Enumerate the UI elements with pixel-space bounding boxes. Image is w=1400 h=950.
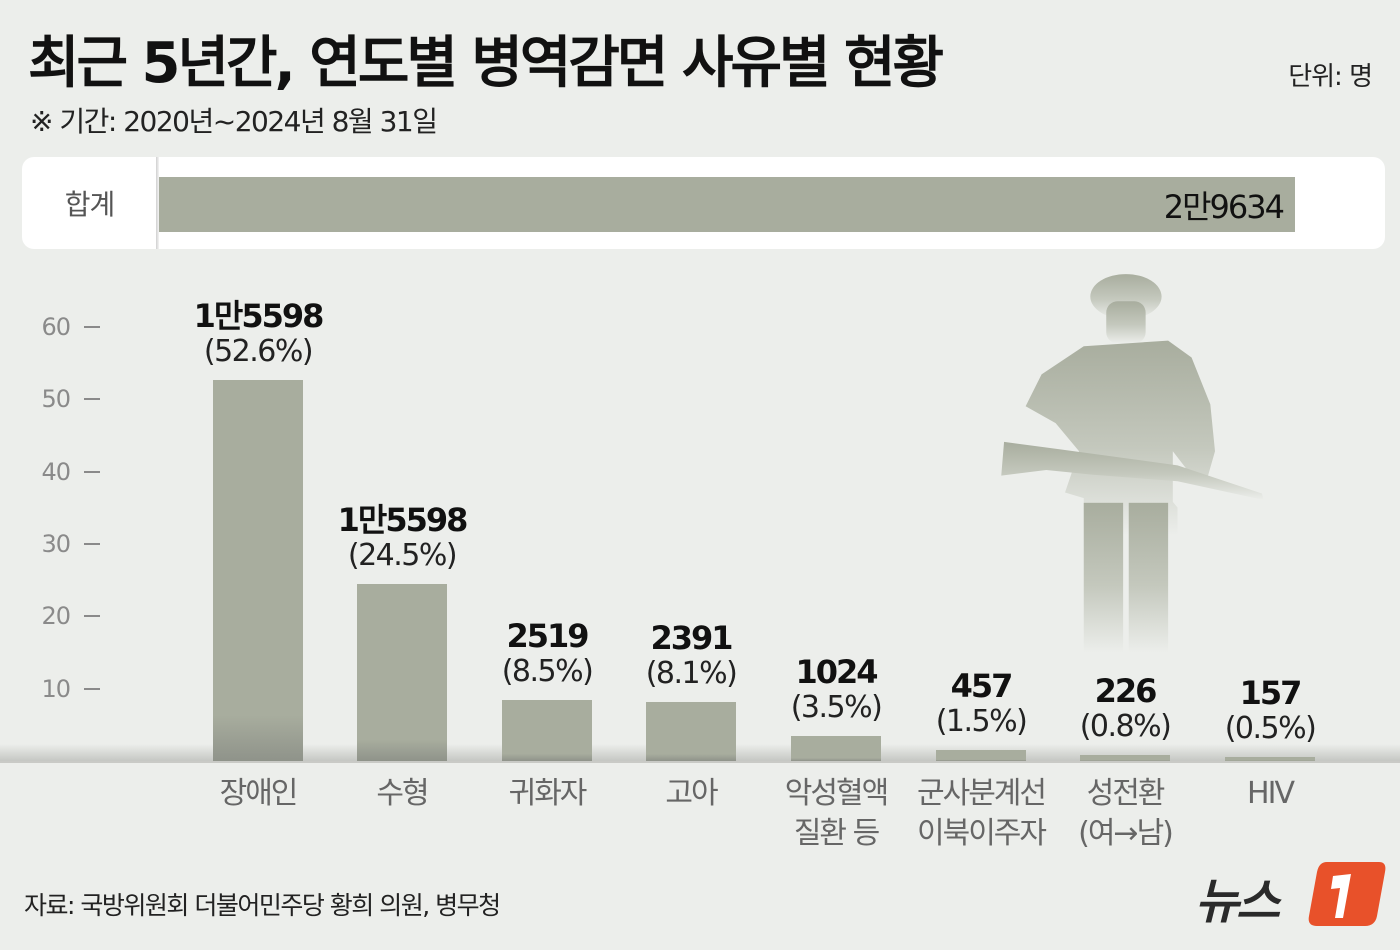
bar-percent: (24.5%) xyxy=(347,537,458,573)
category-line-1: 장애인 xyxy=(219,776,299,811)
y-tick: 20 xyxy=(30,601,100,631)
logo-text: 뉴스 xyxy=(1195,874,1280,930)
bar-data-label: 1만5598 (52.6%) xyxy=(168,298,348,370)
category-line-1: HIV xyxy=(1247,776,1295,811)
y-tick-mark xyxy=(84,615,100,618)
category-line-1: 수형 xyxy=(376,776,429,811)
soldier-silhouette-icon xyxy=(1001,274,1264,653)
bar xyxy=(213,380,303,761)
bar-value: 226 xyxy=(1094,672,1158,711)
bar-percent: (0.5%) xyxy=(1224,711,1317,746)
bar-percent: (3.5%) xyxy=(790,689,883,725)
total-divider xyxy=(156,157,159,249)
total-bar: 2만9634 xyxy=(159,177,1295,232)
category-label: 귀화자 xyxy=(457,774,637,814)
bar-value: 1만5598 xyxy=(193,297,325,336)
page-title: 최근 5년간, 연도별 병역감면 사유별 현황 xyxy=(28,31,944,96)
bar-data-label: 1024 (3.5%) xyxy=(746,654,926,726)
y-tick-label: 10 xyxy=(41,674,71,703)
category-line-1: 성전환 xyxy=(1086,776,1166,811)
y-tick: 30 xyxy=(30,529,100,559)
y-tick-mark xyxy=(84,687,100,690)
x-axis-baseline xyxy=(0,761,1400,763)
y-tick-mark xyxy=(84,470,100,473)
y-tick-label: 30 xyxy=(41,529,71,558)
bar xyxy=(936,750,1026,761)
category-line-1: 군사분계선 xyxy=(917,776,1047,811)
category-line-2: 질환 등 xyxy=(793,816,880,851)
y-tick-mark xyxy=(84,325,100,328)
news1-logo[interactable]: 뉴스 xyxy=(1195,858,1390,930)
y-tick-label: 40 xyxy=(41,457,71,486)
logo-one-mark-icon xyxy=(1308,862,1386,926)
category-label: 성전환 (여→남) xyxy=(1035,774,1215,854)
unit-label: 단위: 명 xyxy=(1288,62,1373,92)
category-label: 수형 xyxy=(312,774,492,814)
bar-value: 2519 xyxy=(506,616,589,655)
bar-value: 1만5598 xyxy=(337,500,469,539)
bar xyxy=(646,702,736,761)
bar-percent: (8.5%) xyxy=(501,653,594,689)
bar-value: 457 xyxy=(950,667,1014,706)
total-panel: 합계 2만9634 xyxy=(22,157,1385,249)
bar-data-label: 457 (1.5%) xyxy=(891,668,1071,740)
category-line-2: (여→남) xyxy=(1078,816,1174,851)
bar-value: 157 xyxy=(1239,674,1303,712)
category-label: 장애인 xyxy=(168,774,348,814)
bar-percent: (52.6%) xyxy=(203,334,314,370)
category-line-2: 이북이주자 xyxy=(917,816,1047,851)
bar xyxy=(791,735,881,761)
bar-value: 2391 xyxy=(650,619,733,658)
total-value: 2만9634 xyxy=(1163,187,1285,226)
bar xyxy=(1225,757,1315,761)
bar-data-label: 1만5598 (24.5%) xyxy=(312,502,492,574)
source-note: 자료: 국방위원회 더불어민주당 황희 의원, 병무청 xyxy=(24,891,501,920)
category-line-1: 악성혈액 xyxy=(784,776,889,811)
bar-data-label: 226 (0.8%) xyxy=(1035,673,1215,745)
y-tick-label: 60 xyxy=(41,312,71,341)
period-note: ※ 기간: 2020년~2024년 8월 31일 xyxy=(30,105,438,138)
y-tick-label: 50 xyxy=(41,385,71,414)
y-tick-mark xyxy=(84,542,100,545)
bar-percent: (1.5%) xyxy=(935,704,1028,740)
bar xyxy=(502,699,592,761)
y-tick: 50 xyxy=(30,384,100,414)
category-label: HIV xyxy=(1180,774,1360,814)
bar-percent: (0.8%) xyxy=(1079,709,1172,745)
bar-data-label: 2519 (8.5%) xyxy=(457,618,637,690)
bar-data-label: 2391 (8.1%) xyxy=(601,620,781,692)
y-tick-label: 20 xyxy=(41,602,71,631)
y-tick: 40 xyxy=(30,457,100,487)
bar-percent: (8.1%) xyxy=(645,656,738,692)
category-line-1: 고아 xyxy=(665,776,718,811)
bar-value: 1024 xyxy=(795,652,878,691)
y-tick: 10 xyxy=(30,674,100,704)
total-label: 합계 xyxy=(64,188,116,221)
bar-data-label: 157 (0.5%) xyxy=(1180,675,1360,747)
category-line-1: 귀화자 xyxy=(508,776,588,811)
y-tick-mark xyxy=(84,398,100,401)
category-label: 고아 xyxy=(601,774,781,814)
bar xyxy=(1080,755,1170,761)
bar xyxy=(357,583,447,761)
y-tick: 60 xyxy=(30,312,100,342)
